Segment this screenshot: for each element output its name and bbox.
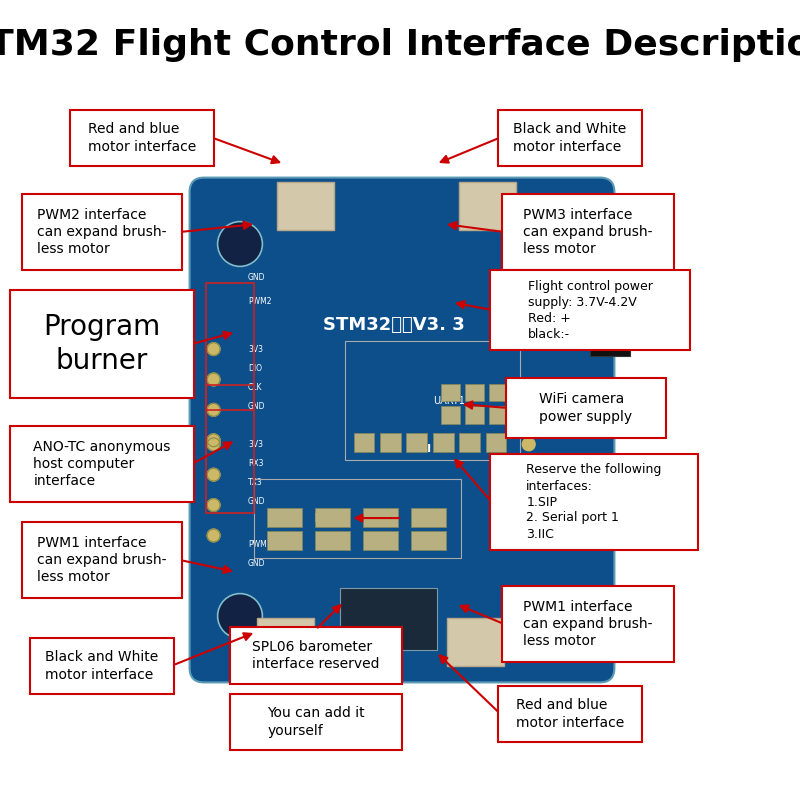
Text: Red and blue
motor interface: Red and blue motor interface <box>516 698 624 730</box>
Circle shape <box>218 222 262 266</box>
FancyBboxPatch shape <box>230 627 402 684</box>
Circle shape <box>522 489 535 502</box>
FancyBboxPatch shape <box>441 384 460 402</box>
Text: Program
burner: Program burner <box>43 313 161 375</box>
FancyBboxPatch shape <box>502 194 674 270</box>
Text: Flight control power
supply: 3.7V-4.2V
Red: +
black:-: Flight control power supply: 3.7V-4.2V R… <box>527 279 653 341</box>
FancyBboxPatch shape <box>459 182 516 230</box>
FancyBboxPatch shape <box>22 522 182 598</box>
Text: 3V3: 3V3 <box>248 440 263 449</box>
Text: PWM1 interface
can expand brush-
less motor: PWM1 interface can expand brush- less mo… <box>38 536 166 584</box>
Text: GND: GND <box>248 273 266 282</box>
Text: ANO-TC anonymous
host computer
interface: ANO-TC anonymous host computer interface <box>34 440 170 488</box>
Text: Red and blue
motor interface: Red and blue motor interface <box>88 122 196 154</box>
FancyBboxPatch shape <box>277 182 334 230</box>
FancyBboxPatch shape <box>590 291 630 356</box>
Text: GND: GND <box>248 558 266 568</box>
FancyBboxPatch shape <box>10 426 194 502</box>
FancyBboxPatch shape <box>502 586 674 662</box>
FancyBboxPatch shape <box>314 508 350 527</box>
Circle shape <box>207 498 220 511</box>
FancyBboxPatch shape <box>506 378 666 438</box>
FancyBboxPatch shape <box>314 530 350 550</box>
FancyBboxPatch shape <box>465 406 484 424</box>
Circle shape <box>542 222 586 266</box>
Circle shape <box>207 373 220 386</box>
FancyBboxPatch shape <box>354 433 374 452</box>
FancyBboxPatch shape <box>465 384 484 402</box>
FancyBboxPatch shape <box>490 454 698 550</box>
Circle shape <box>207 529 220 542</box>
FancyBboxPatch shape <box>362 530 398 550</box>
Text: STM32飞控V3. 3: STM32飞控V3. 3 <box>323 316 465 334</box>
Text: PWM1: PWM1 <box>248 540 271 549</box>
FancyBboxPatch shape <box>433 433 454 452</box>
FancyBboxPatch shape <box>486 433 506 452</box>
Text: IIC: IIC <box>314 511 332 525</box>
Circle shape <box>207 468 220 481</box>
Circle shape <box>207 434 220 446</box>
FancyBboxPatch shape <box>489 384 508 402</box>
FancyBboxPatch shape <box>459 433 480 452</box>
FancyBboxPatch shape <box>30 638 174 694</box>
FancyBboxPatch shape <box>447 618 504 666</box>
Text: PWM2 interface
can expand brush-
less motor: PWM2 interface can expand brush- less mo… <box>38 208 166 256</box>
Text: Black and White
motor interface: Black and White motor interface <box>514 122 626 154</box>
Circle shape <box>207 403 220 416</box>
Text: 气压计: 气压计 <box>392 598 412 609</box>
Text: GND: GND <box>248 497 266 506</box>
Text: STM32 Flight Control Interface Description: STM32 Flight Control Interface Descripti… <box>0 28 800 62</box>
FancyBboxPatch shape <box>406 433 427 452</box>
FancyBboxPatch shape <box>410 508 446 527</box>
FancyBboxPatch shape <box>10 290 194 398</box>
FancyBboxPatch shape <box>340 588 437 650</box>
Text: DIO: DIO <box>248 364 262 373</box>
FancyBboxPatch shape <box>230 694 402 750</box>
Text: TX3: TX3 <box>248 478 262 487</box>
Text: Reserve the following
interfaces:
1.SIP
2. Serial port 1
3.IIC: Reserve the following interfaces: 1.SIP … <box>526 463 662 541</box>
FancyBboxPatch shape <box>410 530 446 550</box>
Text: WiFi camera
power supply: WiFi camera power supply <box>539 392 633 424</box>
FancyBboxPatch shape <box>441 406 460 424</box>
Text: UART1: UART1 <box>434 397 466 406</box>
FancyBboxPatch shape <box>190 178 614 682</box>
FancyBboxPatch shape <box>266 530 302 550</box>
Circle shape <box>522 438 535 450</box>
FancyBboxPatch shape <box>498 110 642 166</box>
Text: CLK: CLK <box>248 382 262 392</box>
Text: GND: GND <box>248 402 266 410</box>
FancyBboxPatch shape <box>489 406 508 424</box>
FancyBboxPatch shape <box>380 433 401 452</box>
Text: You can add it
yourself: You can add it yourself <box>267 706 365 738</box>
Circle shape <box>207 438 220 450</box>
Circle shape <box>522 463 535 476</box>
FancyBboxPatch shape <box>498 686 642 742</box>
Text: Black and White
motor interface: Black and White motor interface <box>46 650 158 682</box>
Circle shape <box>218 594 262 638</box>
FancyBboxPatch shape <box>70 110 214 166</box>
FancyBboxPatch shape <box>22 194 182 270</box>
Text: 3V3: 3V3 <box>248 345 263 354</box>
Text: SPI: SPI <box>412 444 432 454</box>
FancyBboxPatch shape <box>490 270 690 350</box>
Circle shape <box>207 342 220 355</box>
Text: PWM1 interface
can expand brush-
less motor: PWM1 interface can expand brush- less mo… <box>523 600 653 648</box>
Circle shape <box>542 594 586 638</box>
Text: RX3: RX3 <box>248 459 263 468</box>
Text: PWM3 interface
can expand brush-
less motor: PWM3 interface can expand brush- less mo… <box>523 208 653 256</box>
FancyBboxPatch shape <box>362 508 398 527</box>
Circle shape <box>522 514 535 527</box>
FancyBboxPatch shape <box>266 508 302 527</box>
Text: PWM2: PWM2 <box>248 297 271 306</box>
Text: SPL06 barometer
interface reserved: SPL06 barometer interface reserved <box>252 640 380 671</box>
FancyBboxPatch shape <box>257 618 314 666</box>
